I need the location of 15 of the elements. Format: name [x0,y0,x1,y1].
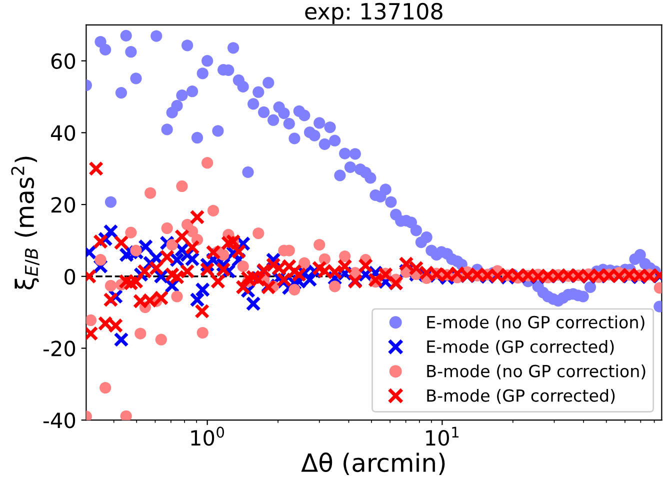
x-tick-label: 10$^{1}$ [426,426,458,446]
legend-label: B-mode (no GP correction) [427,364,646,380]
y-axis-title: ξ$_{E/B}$ (mas$^{2}$) [11,156,40,290]
legend-label: E-mode (no GP correction) [427,316,644,330]
y-tick-label: 40 [50,125,76,141]
y-tick-label: -40 [43,412,76,428]
y-tick-label: 20 [51,196,76,213]
chart-title: exp: 137108 [305,2,442,24]
x-tick-label: 10$^{0}$ [191,426,224,446]
legend-label: E-mode (GP corrected) [427,340,614,355]
legend-label: B-mode (GP corrected) [427,388,615,404]
x-axis-title: Δθ (arcmin) [301,452,445,476]
y-tick-label: -20 [43,340,76,356]
y-tick-label: 60 [51,53,76,70]
y-tick-label: 0 [64,268,76,285]
